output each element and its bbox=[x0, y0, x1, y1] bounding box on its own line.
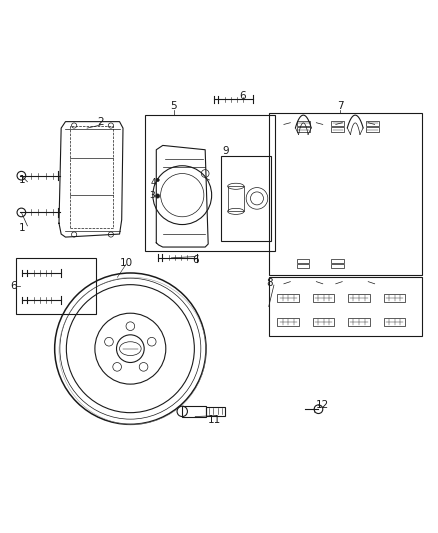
Bar bbox=[206, 407, 226, 416]
Bar bbox=[277, 318, 299, 326]
Bar bbox=[332, 121, 344, 126]
Bar bbox=[332, 259, 343, 263]
Bar bbox=[269, 277, 422, 336]
Text: 2: 2 bbox=[97, 117, 103, 127]
Circle shape bbox=[155, 194, 160, 198]
Circle shape bbox=[156, 178, 159, 182]
Bar bbox=[145, 115, 275, 252]
Text: 5: 5 bbox=[170, 101, 177, 111]
Text: 11: 11 bbox=[208, 415, 221, 425]
Bar bbox=[297, 264, 309, 268]
Bar bbox=[313, 294, 335, 302]
Bar bbox=[384, 318, 406, 326]
Bar bbox=[332, 264, 343, 268]
Text: 3: 3 bbox=[149, 191, 155, 200]
Bar bbox=[348, 294, 370, 302]
Text: 10: 10 bbox=[120, 258, 133, 268]
Bar bbox=[297, 121, 310, 126]
Text: 6: 6 bbox=[10, 281, 17, 291]
Bar bbox=[366, 127, 379, 132]
Text: 6: 6 bbox=[192, 255, 198, 265]
Text: 12: 12 bbox=[316, 400, 329, 410]
Bar bbox=[16, 258, 96, 314]
Text: 4: 4 bbox=[151, 177, 156, 187]
Text: 6: 6 bbox=[240, 91, 246, 101]
Bar bbox=[348, 318, 370, 326]
Bar bbox=[228, 186, 244, 212]
Bar bbox=[221, 156, 271, 240]
Bar bbox=[313, 318, 335, 326]
Bar bbox=[297, 127, 310, 132]
Text: 8: 8 bbox=[266, 278, 273, 288]
Bar bbox=[366, 121, 379, 126]
Text: 7: 7 bbox=[337, 101, 343, 111]
Bar bbox=[277, 294, 299, 302]
Text: 1: 1 bbox=[19, 175, 25, 185]
Bar bbox=[332, 127, 344, 132]
Bar bbox=[269, 113, 422, 275]
Text: 9: 9 bbox=[222, 146, 229, 156]
Bar bbox=[297, 259, 309, 263]
Text: 1: 1 bbox=[19, 223, 25, 232]
Bar bbox=[384, 294, 406, 302]
Bar bbox=[182, 406, 206, 417]
